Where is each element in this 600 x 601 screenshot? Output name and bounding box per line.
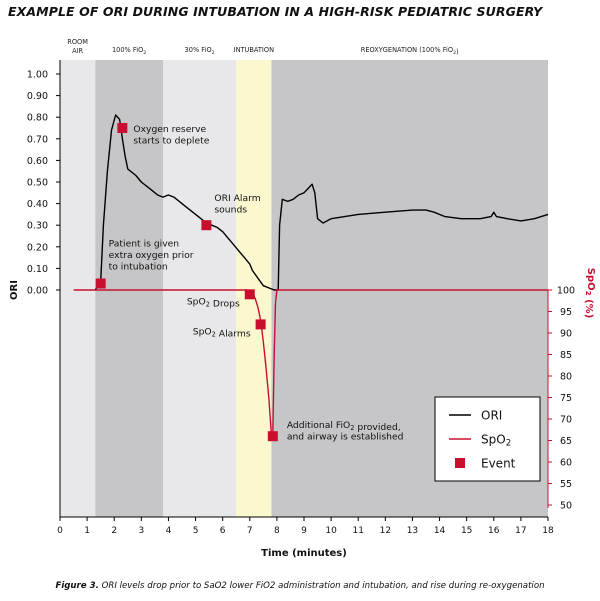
x-tick-label-16: 16 <box>488 526 500 536</box>
x-tick-label-3: 3 <box>138 526 144 536</box>
x-tick-label-2: 2 <box>111 526 117 536</box>
chart-title: EXAMPLE OF ORI DURING INTUBATION IN A HI… <box>8 4 543 19</box>
y2-tick-label-65: 65 <box>560 436 572 447</box>
x-tick-label-18: 18 <box>542 526 554 536</box>
x-tick-label-1: 1 <box>84 526 90 536</box>
axes: 0 1 2 3 4 5 6 7 8 9 10 11 12 13 14 15 16 17 180.000.100.20… <box>9 60 596 559</box>
y-tick-label-0-30: 0.30 <box>27 221 48 232</box>
y2-tick-label-80: 80 <box>560 372 572 383</box>
legend: ORI SpO2 Event <box>434 396 541 482</box>
y2-tick-label-95: 95 <box>560 307 572 318</box>
y-tick-label-0-20: 0.20 <box>27 242 48 253</box>
y-axis-title: ORI <box>9 280 20 300</box>
phase-label-reoxygenation-100-fio2: REOXYGENATION (100% FiO2) <box>361 46 459 56</box>
phase-band-intubation <box>236 60 272 517</box>
legend-label-event: Event <box>481 457 516 471</box>
series-ori-line <box>94 114 549 291</box>
phase-label-room-air-0: ROOM <box>67 38 88 46</box>
event-label-6-line-1: Additional FiO2 provided, <box>287 420 401 433</box>
caption-label: Figure 3. <box>55 581 99 591</box>
x-tick-label-11: 11 <box>352 526 363 536</box>
event-label-1-line-3: to intubation <box>109 262 168 273</box>
x-tick-label-13: 13 <box>407 526 418 536</box>
event-marker-1 <box>95 278 106 289</box>
x-tick-label-17: 17 <box>515 526 526 536</box>
x-axis-title: Time (minutes) <box>261 548 347 559</box>
x-tick-label-8: 8 <box>274 526 280 536</box>
x-tick-label-9: 9 <box>301 526 307 536</box>
y-tick-label-0-40: 0.40 <box>27 199 48 210</box>
y2-tick-label-55: 55 <box>560 479 572 490</box>
event-markers <box>95 123 278 442</box>
x-tick-label-5: 5 <box>193 526 199 536</box>
y2-tick-label-100: 100 <box>557 286 575 297</box>
x-tick-label-14: 14 <box>434 526 446 536</box>
legend-swatch-event <box>455 458 465 468</box>
x-tick-label-15: 15 <box>461 526 472 536</box>
y2-tick-label-60: 60 <box>560 458 572 469</box>
y-tick-label-0-70: 0.70 <box>27 134 48 145</box>
phase-band-30-fio2 <box>163 60 237 517</box>
phase-label-30-fio2: 30% FiO2 <box>185 46 215 56</box>
y-tick-label-0-10: 0.10 <box>27 264 48 275</box>
event-label-2-line-2: starts to deplete <box>133 136 209 147</box>
event-label-3-line-2: sounds <box>214 205 247 216</box>
event-label-1-line-2: extra oxygen prior <box>109 250 194 261</box>
y2-tick-label-70: 70 <box>560 415 572 426</box>
x-tick-label-10: 10 <box>325 526 337 536</box>
y-tick-label-0-80: 0.80 <box>27 113 48 124</box>
x-tick-label-7: 7 <box>247 526 253 536</box>
y2-tick-label-75: 75 <box>560 393 572 404</box>
event-label-6-line-2: and airway is established <box>287 432 404 443</box>
y-tick-label-1-00: 1.00 <box>27 70 48 81</box>
legend-label-ori: ORI <box>481 409 502 423</box>
x-tick-label-0: 0 <box>57 526 63 536</box>
x-tick-label-4: 4 <box>166 526 172 536</box>
event-marker-4 <box>244 289 255 300</box>
event-marker-3 <box>201 220 212 231</box>
y2-tick-label-50: 50 <box>560 501 572 512</box>
x-tick-label-12: 12 <box>380 526 391 536</box>
event-label-3-line-1: ORI Alarm <box>214 193 260 204</box>
caption-text: ORI levels drop prior to SaO2 lower FiO2… <box>101 581 545 591</box>
phase-label-100-fio2: 100% FiO2 <box>112 46 146 56</box>
event-label-4-line-1: SpO2 Drops <box>187 296 240 309</box>
y-tick-label-0-50: 0.50 <box>27 178 48 189</box>
legend-label-spo2: SpO2 <box>481 433 511 449</box>
figure-caption: Figure 3. ORI levels drop prior to SaO2 … <box>0 581 600 591</box>
y-tick-label-0-90: 0.90 <box>27 91 48 102</box>
x-tick-label-6: 6 <box>220 526 226 536</box>
phase-label-room-air-1: AIR <box>72 47 83 55</box>
y2-tick-label-85: 85 <box>560 350 572 361</box>
event-marker-5 <box>255 319 266 330</box>
event-marker-6 <box>267 431 278 442</box>
event-label-5-line-1: SpO2 Alarms <box>193 326 251 339</box>
event-label-1-line-1: Patient is given <box>109 239 180 250</box>
y-tick-label-0-00: 0.00 <box>27 286 48 297</box>
y2-axis-title: SpO2 (%) <box>583 268 596 319</box>
y-tick-label-0-60: 0.60 <box>27 156 48 167</box>
y2-tick-label-90: 90 <box>560 329 572 340</box>
event-label-2-line-1: Oxygen reserve <box>133 124 206 135</box>
event-marker-2 <box>117 123 128 133</box>
phase-band-100-fio2 <box>95 60 164 517</box>
phase-label-intubation: INTUBATION <box>234 46 274 54</box>
phase-band-room-air <box>60 60 96 517</box>
